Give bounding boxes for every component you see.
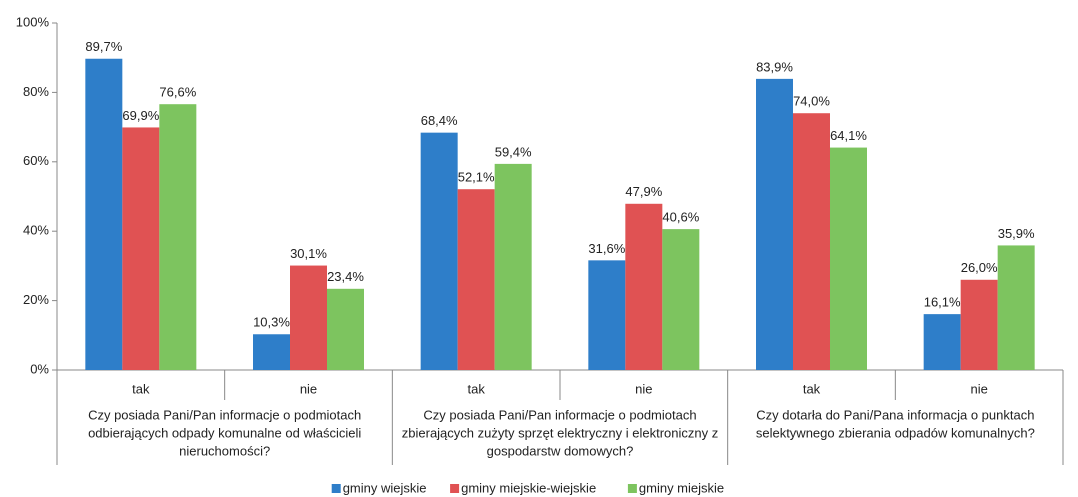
bar (923, 314, 961, 370)
x-tick-label: nie (300, 381, 317, 396)
bar (290, 265, 327, 370)
group-label: Czy posiada Pani/Pan informacje o podmio… (88, 407, 361, 422)
y-tick-label: 0% (30, 361, 49, 376)
value-label: 52,1% (458, 170, 495, 185)
bar (662, 229, 700, 370)
group-label: Czy dotarła do Pani/Pana informacja o pu… (756, 407, 1034, 422)
group-label: zbierających zużyty sprzęt elektryczny i… (402, 425, 718, 440)
x-tick-label: nie (635, 381, 652, 396)
y-tick-label: 60% (23, 153, 49, 168)
value-label: 35,9% (998, 226, 1035, 241)
legend-swatch (450, 484, 460, 493)
group-label: selektywnego zbierania odpadów komunalny… (756, 425, 1035, 440)
bar (830, 147, 867, 370)
bar (997, 245, 1035, 370)
value-label: 89,7% (85, 39, 122, 54)
value-label: 76,6% (159, 85, 196, 100)
legend-label: gminy wiejskie (343, 480, 427, 495)
value-label: 10,3% (253, 315, 290, 330)
bar (122, 127, 160, 371)
value-label: 69,9% (122, 108, 159, 123)
value-label: 40,6% (662, 210, 699, 225)
value-label: 74,0% (793, 94, 830, 109)
bar (159, 104, 197, 370)
y-tick-label: 40% (23, 223, 49, 238)
bar (625, 203, 663, 370)
bar (457, 189, 495, 370)
value-label: 68,4% (421, 113, 458, 128)
value-label: 23,4% (327, 269, 364, 284)
group-label: Czy posiada Pani/Pan informacje o podmio… (423, 407, 696, 422)
bar (756, 78, 793, 370)
bar (793, 113, 830, 370)
x-tick-label: tak (803, 381, 821, 396)
legend-label: gminy miejskie (639, 480, 724, 495)
bar (494, 163, 532, 370)
x-tick-label: tak (132, 381, 150, 396)
y-tick-label: 80% (23, 84, 49, 99)
x-tick-label: tak (467, 381, 485, 396)
x-tick-label: nie (970, 381, 987, 396)
bar (588, 260, 626, 370)
value-label: 64,1% (830, 128, 867, 143)
bar (420, 132, 458, 370)
y-tick-label: 100% (16, 14, 50, 29)
bar (327, 288, 364, 370)
value-label: 26,0% (961, 260, 998, 275)
value-label: 47,9% (625, 184, 662, 199)
y-tick-label: 20% (23, 292, 49, 307)
legend-swatch (627, 484, 637, 493)
group-label: gospodarstw domowych? (487, 443, 634, 458)
bar (960, 279, 998, 370)
bar (253, 334, 290, 370)
value-label: 16,1% (924, 295, 961, 310)
bar (85, 58, 123, 371)
value-label: 83,9% (756, 59, 793, 74)
group-label: odbierających odpady komunalne od właści… (88, 425, 361, 440)
value-label: 30,1% (290, 246, 327, 261)
group-label: nieruchomości? (179, 443, 270, 458)
legend-swatch (331, 484, 341, 493)
value-label: 31,6% (588, 241, 625, 256)
legend-label: gminy miejskie-wiejskie (461, 480, 596, 495)
value-label: 59,4% (495, 144, 532, 159)
